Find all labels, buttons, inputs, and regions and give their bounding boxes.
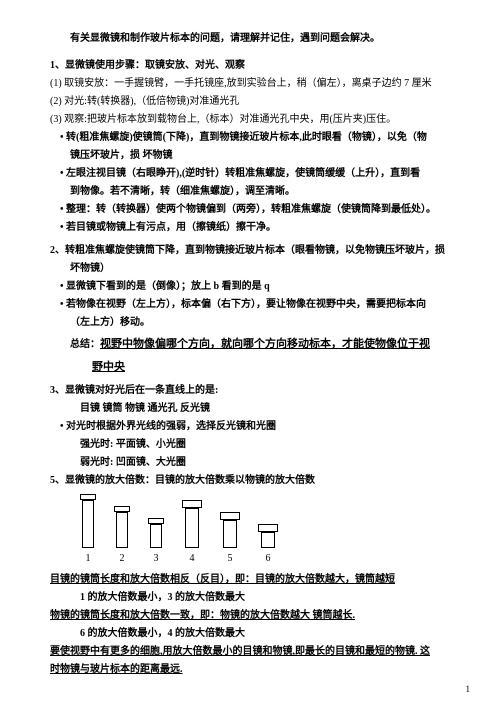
sec5-l4: 6 的放大倍数最小，4 的放大倍数最大 (50, 625, 460, 642)
sec1-l2: (2) 对光:转(转换器),（低倍物镜)对准通光孔 (50, 93, 460, 110)
lens-cap (220, 512, 240, 520)
lens-number: 5 (228, 550, 233, 567)
lens-stack (80, 494, 96, 548)
lens-tube (223, 520, 237, 548)
document-page: 有关显微镜和制作玻片标本的问题，请理解并记住，遇到问题会解决。 1、显微镜使用步… (0, 0, 500, 699)
sec5-l2: 1 的放大倍数最小，3 的放大倍数最大 (50, 589, 460, 606)
lens-stack (182, 500, 202, 548)
lens-stack (220, 512, 240, 548)
sec3-l2: 强光时: 平面镜、小光圈 (50, 436, 460, 453)
lens-tube (82, 500, 94, 548)
lens-piece: 3 (148, 518, 164, 567)
page-number: 1 (466, 684, 471, 694)
lens-number: 6 (266, 550, 271, 567)
sec3-l1: 目镜 镜筒 物镜 通光孔 反光镜 (50, 400, 460, 417)
lens-cap (182, 500, 202, 508)
lens-piece: 5 (220, 512, 240, 567)
sec5-l6: 时物镜与玻片标本的距离最远. (50, 661, 460, 678)
lens-number: 3 (154, 550, 159, 567)
lens-piece: 6 (258, 524, 278, 567)
lens-cap (258, 524, 278, 532)
sec2-sum3: 野中央 (92, 361, 125, 373)
sec2-head: 2、转粗准焦螺旋使镜筒下降，直到物镜接近玻片标本（眼看物镜，以免物镜压坏玻片，损 (50, 242, 460, 259)
sec5-l3: 物镜的镜筒长度和放大倍数一致，即：物镜的放大倍数越大 镜筒越长. (50, 607, 460, 624)
sec5-head: 5、显微镜的放大倍数：目镜的放大倍数乘以物镜的放大倍数 (50, 472, 460, 489)
sec2-sum1: 总结： (70, 339, 100, 350)
sec1-head: 1、显微镜使用步骤：取镜安放、对光、观察 (50, 57, 460, 74)
lens-stack (258, 524, 278, 548)
lens-number: 2 (120, 550, 125, 567)
lens-diagram: 1 2 3 4 5 6 (80, 497, 460, 567)
sec2-b2b: （左上方）移动。 (50, 314, 460, 331)
sec1-b3: 整理：转（转换器）使两个物镜偏到（两旁），转粗准焦螺旋（使镜筒降到最低处）。 (50, 201, 460, 218)
sec2-summary: 总结：视野中物像偏哪个方向，就向哪个方向移动标本，才能使物像位于视 (50, 335, 460, 354)
sec2-summary2: 野中央 (50, 358, 460, 377)
lens-piece: 4 (182, 500, 202, 567)
sec1-b1a: 转(粗准焦螺旋)使镜筒(下降)，直到物镜接近玻片标本,此时眼看（物镜），以免（物 (50, 129, 460, 146)
lens-tube (150, 524, 162, 548)
sec1-b2b: 到物像。若不清晰，转（细准焦螺旋），调至清晰。 (50, 183, 460, 200)
lens-piece: 1 (80, 494, 96, 567)
sec1-l1: (1) 取镜安放：一手握镜臂，一手托镜座,放到实验台上，稍（偏左），离桌子边约 … (50, 75, 460, 92)
sec2-b2a: 若物像在视野（左上方），标本偏（右下方），要让物像在视野中央，需要把标本向 (50, 296, 460, 313)
lens-stack (114, 506, 130, 548)
lens-number: 4 (190, 550, 195, 567)
sec1-b2a: 左眼注视目镜（右眼睁开),(逆时针）转粗准焦螺旋，使镜筒缓缓（上升），直到看 (50, 165, 460, 182)
page-title: 有关显微镜和制作玻片标本的问题，请理解并记住，遇到问题会解决。 (50, 30, 460, 47)
sec1-b4: 若目镜或物镜上有污点，用（擦镜纸）擦干净。 (50, 219, 460, 236)
sec1-l3: (3) 观察:把玻片标本放到载物台上,（标本）对准通光孔中央，用(压片夹)压住。 (50, 111, 460, 128)
sec2-b1: 显微镜下看到的是（倒像）；放上 b 看到的是 q (50, 278, 460, 295)
sec2-head2: 坏物镜） (50, 260, 460, 277)
sec3-head: 3、显微镜对好光后在一条直线上的是: (50, 382, 460, 399)
lens-tube (261, 532, 275, 548)
sec5-l1: 目镜的镜筒长度和放大倍数相反（反目），即：目镜的放大倍数越大，镜筒越短 (50, 571, 460, 588)
lens-tube (185, 508, 199, 548)
lens-tube (116, 512, 128, 548)
sec3-b1: 对光时根据外界光线的强弱，选择反光镜和光圈 (50, 418, 460, 435)
sec1-b1b: 镜压坏玻片，损 坏物镜 (50, 147, 460, 164)
lens-piece: 2 (114, 506, 130, 567)
lens-stack (148, 518, 164, 548)
lens-number: 1 (86, 550, 91, 567)
sec3-l3: 弱光时: 凹面镜、大光圈 (50, 454, 460, 471)
sec2-sum2: 视野中物像偏哪个方向，就向哪个方向移动标本，才能使物像位于视 (100, 338, 430, 350)
sec5-l5: 要使视野中有更多的细胞,用放大倍数最小的目镜和物镜,即最长的目镜和最短的物镜. … (50, 643, 460, 660)
